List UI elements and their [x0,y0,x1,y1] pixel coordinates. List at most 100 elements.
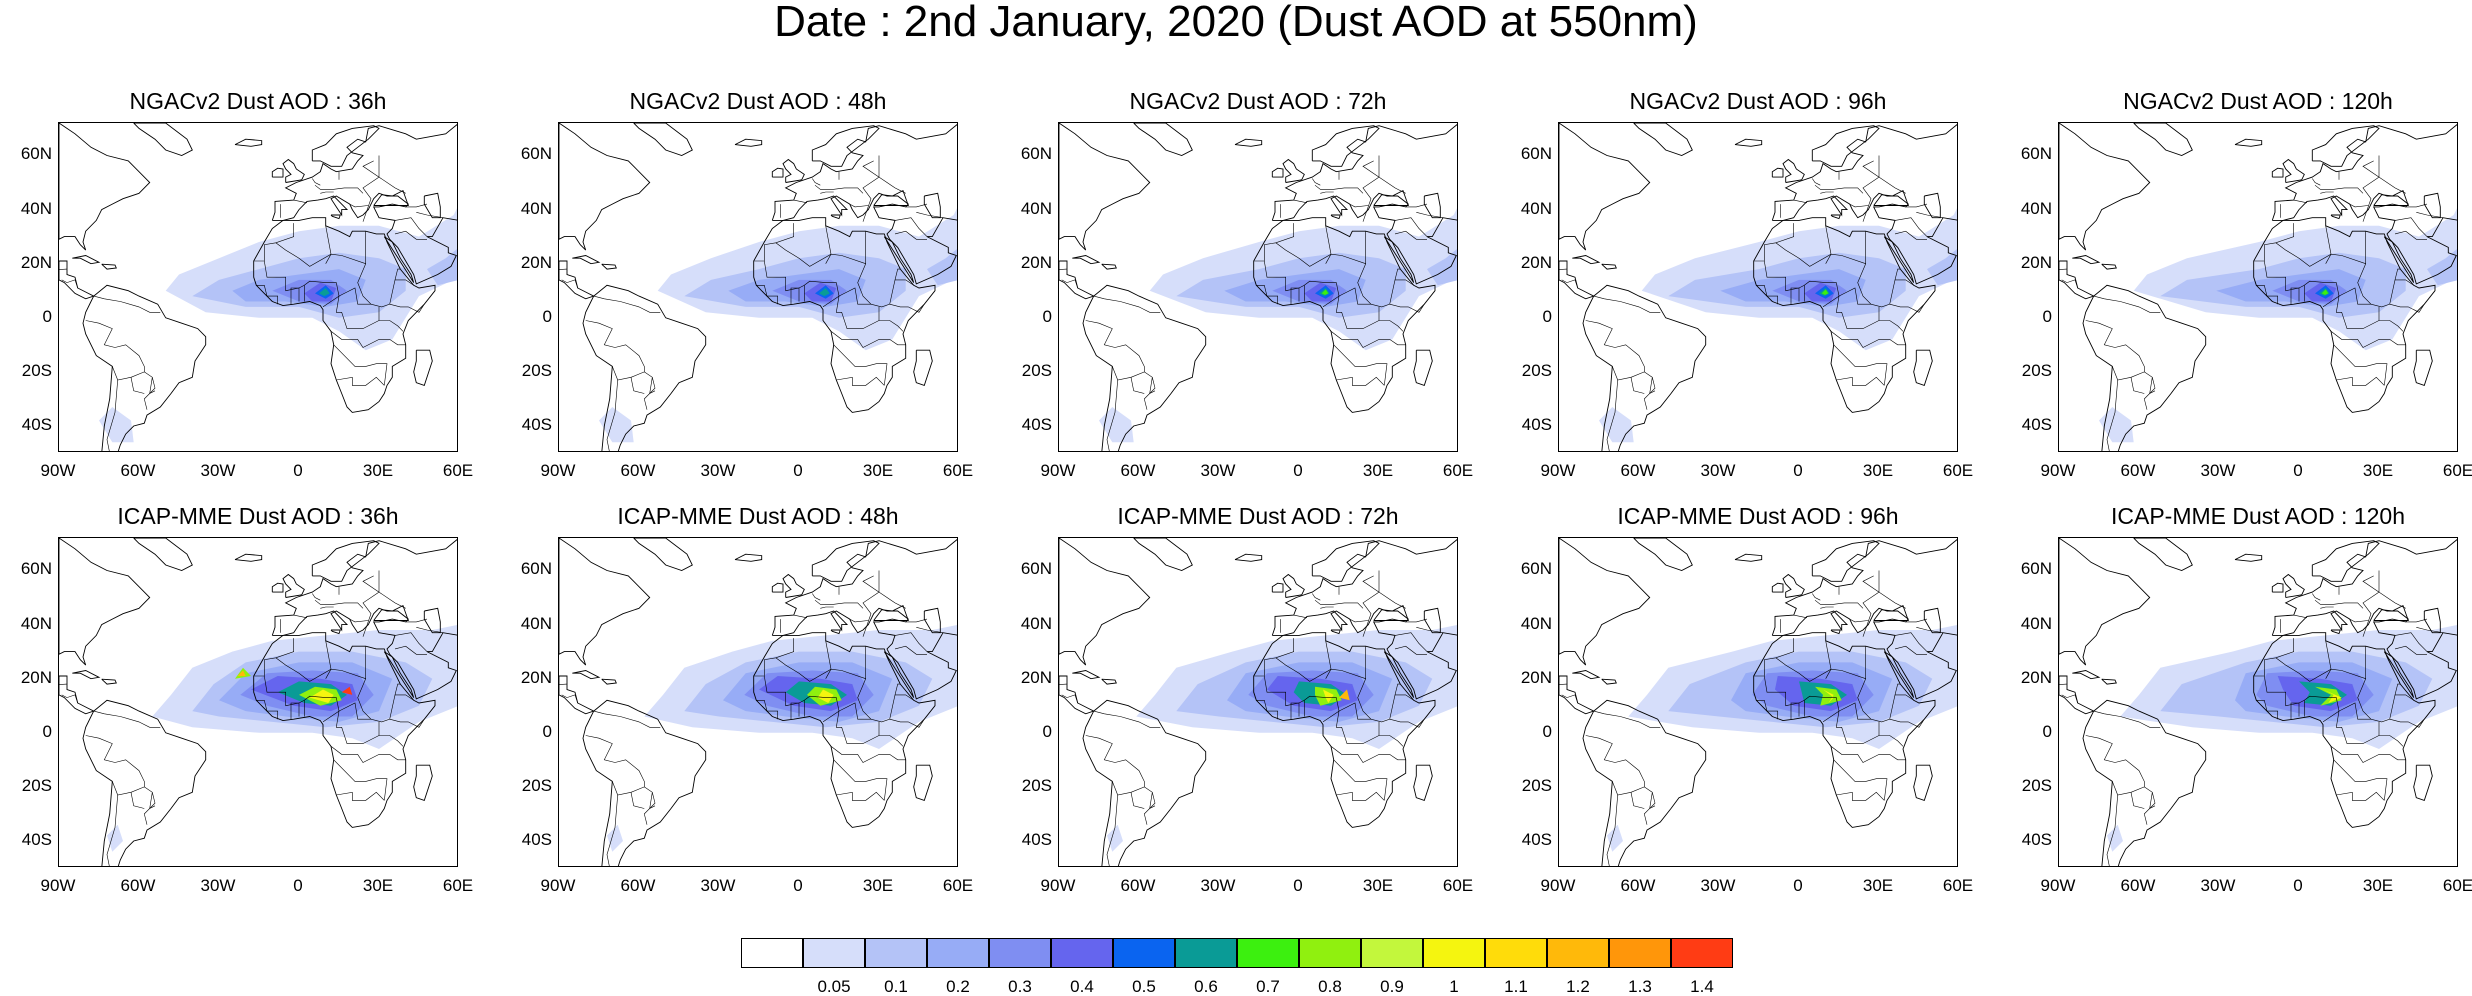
country-border [1612,366,1645,381]
coastline [59,675,95,715]
country-border [1836,376,1885,386]
country-border [894,632,928,652]
country-border [649,377,656,395]
country-border [753,638,794,677]
coastline [1373,189,1409,206]
coastline [2072,255,2101,265]
coastline [282,573,305,598]
coastline [734,138,763,147]
coastline [1413,764,1433,801]
country-border [1322,295,1380,329]
country-border [395,694,414,701]
country-border [394,632,428,652]
country-border [349,618,369,623]
longitude-tick-label: 90W [1540,461,1576,480]
dust-plume-contour [1607,824,1623,852]
coastline [2423,607,2441,634]
coastline [1883,236,1915,283]
country-border [1606,379,1618,451]
coastline [1559,123,1651,251]
country-border [756,700,778,720]
country-border [1322,710,1380,744]
country-border [2320,191,2334,194]
country-border [61,694,78,704]
country-border [775,231,867,267]
coastline [1633,123,1693,156]
country-border [2394,645,2427,655]
country-border [775,646,867,682]
dust-plume-contour [1823,689,1834,703]
country-border [1559,268,1568,270]
country-border [905,618,928,623]
country-border [849,203,869,208]
country-border [2253,638,2294,677]
country-border [1293,614,1308,619]
colorbar-label: 1.3 [1628,977,1652,996]
country-border [2149,792,2156,810]
colorbar-label: 0.1 [884,977,908,996]
country-border [130,792,145,809]
country-border [1362,160,1380,222]
latitude-tick-label: 40S [521,829,552,849]
country-border [2389,718,2425,728]
dust-plume-contour [2315,686,2342,706]
country-border [814,184,864,194]
country-border [2333,344,2388,386]
country-border [894,645,927,655]
figure-title: Date : 2nd January, 2020 (Dust AOD at 55… [774,0,1698,46]
coastline [771,167,784,178]
country-border [1275,646,1367,682]
country-border [2394,230,2427,240]
coastline [1771,582,1784,593]
colorbar-swatch [989,938,1051,968]
country-border [1149,792,1156,810]
country-border [1312,593,1321,601]
country-border [764,675,901,723]
country-border [836,376,885,386]
latitude-tick-label: 40S [1521,414,1552,434]
coastline [559,675,595,715]
coastline [734,553,763,562]
dust-plume-contour [1323,689,1334,703]
latitude-tick-label: 40N [1520,613,1552,633]
country-border [1561,694,1578,704]
country-border [1416,212,1444,218]
country-border [1394,230,1427,240]
map-plot-area [1058,537,1458,867]
longitude-tick-label: 60W [1620,876,1656,895]
coastline [271,167,284,178]
country-border [1593,710,1661,728]
coastline [2330,629,2341,635]
coastline [1133,538,1193,571]
coastline [1253,217,1436,413]
country-border [1264,675,1401,723]
coastline [271,582,284,593]
longitude-tick-label: 30W [2200,876,2236,895]
country-border [753,223,794,262]
country-border [1130,792,1145,809]
country-border [379,735,404,747]
country-border [389,303,425,313]
coastline [601,263,617,270]
colorbar-label: 0.4 [1070,977,1094,996]
country-border [1130,377,1145,394]
colorbar-label: 0.8 [1318,977,1342,996]
country-border [836,791,885,801]
longitude-tick-label: 0 [293,461,303,480]
coastline [1271,582,1284,593]
dust-plume-contour [319,288,330,297]
country-border [1793,614,1808,619]
country-border [256,700,278,720]
coastline [873,604,909,621]
map-panel: NGACv2 Dust AOD : 36h 60N 40N 20N 0 20S 40S 90W… [0,88,500,530]
longitude-tick-label: 90W [40,876,76,895]
country-border [312,593,321,601]
coastline [2059,123,2151,251]
country-border [1775,231,1867,267]
coastline [2282,573,2305,598]
coastline [101,678,117,685]
country-border [2059,268,2068,270]
latitude-tick-label: 40N [1020,613,1052,633]
country-border [1833,759,1888,801]
country-border [1349,203,1369,208]
